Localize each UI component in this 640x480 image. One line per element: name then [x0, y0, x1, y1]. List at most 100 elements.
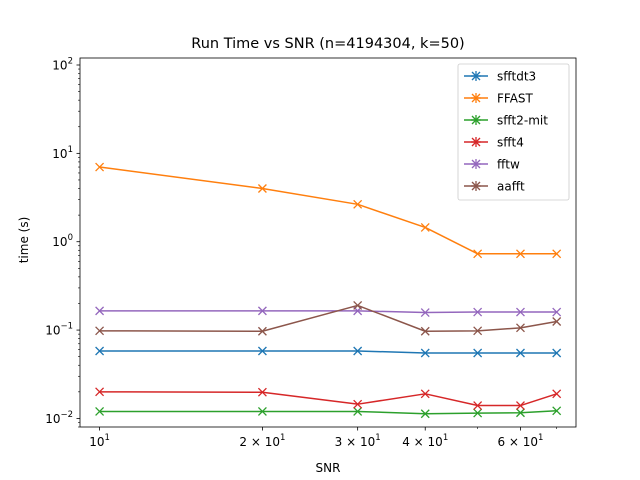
marker-stroke — [95, 326, 105, 336]
marker-stroke — [552, 317, 562, 326]
marker-stroke — [516, 401, 525, 410]
marker-stroke — [257, 326, 267, 336]
legend-label: sfftdt3 — [497, 70, 536, 84]
marker-stroke — [95, 162, 105, 172]
data-point — [473, 249, 483, 259]
marker-stroke — [420, 348, 430, 358]
data-point — [353, 346, 363, 356]
marker-stroke — [516, 307, 525, 317]
marker-stroke — [552, 249, 562, 259]
legend-entry: sfftdt3 — [464, 70, 536, 84]
legend-marker — [471, 115, 481, 125]
data-point — [257, 326, 267, 336]
x-tick-label: 3 × 101 — [335, 433, 381, 449]
legend-label: fftw — [497, 158, 520, 172]
data-point — [552, 389, 562, 399]
data-point — [473, 401, 483, 410]
data-point — [95, 387, 105, 397]
marker-stroke — [257, 387, 267, 397]
data-point — [257, 184, 267, 193]
marker-stroke — [95, 346, 105, 356]
legend-label: sfft4 — [497, 136, 524, 150]
data-point — [552, 317, 562, 326]
y-tick-label: 101 — [52, 145, 73, 161]
marker-stroke — [473, 348, 483, 358]
legend-entry: sfft2-mit — [464, 114, 548, 128]
legend-marker — [471, 93, 481, 103]
y-axis-label: time (s) — [17, 217, 31, 264]
y-tick-label: 10−2 — [45, 410, 73, 426]
series-sfft4 — [95, 387, 562, 410]
x-tick-label: 101 — [89, 433, 110, 449]
marker-stroke — [473, 401, 483, 410]
y-tick-label: 100 — [52, 233, 73, 249]
marker-stroke — [516, 408, 525, 418]
marker-stroke — [353, 406, 363, 416]
legend-marker — [471, 137, 481, 147]
data-point — [473, 408, 483, 418]
x-tick-label: 2 × 101 — [239, 433, 285, 449]
marker-stroke — [257, 406, 267, 416]
legend-entry: FFAST — [464, 92, 534, 106]
data-point — [257, 387, 267, 397]
marker-stroke — [552, 348, 562, 358]
marker-stroke — [516, 249, 525, 259]
data-point — [516, 249, 525, 259]
series-FFAST — [95, 162, 562, 259]
marker-stroke — [473, 408, 483, 418]
axes-frame — [79, 57, 577, 428]
marker-stroke — [473, 326, 483, 336]
legend-label: aafft — [497, 180, 525, 194]
marker-stroke — [420, 222, 430, 232]
x-tick-label: 6 × 101 — [497, 433, 543, 449]
data-point — [420, 308, 430, 317]
marker-stroke — [257, 346, 267, 356]
legend-entry: fftw — [464, 158, 520, 172]
data-point — [257, 346, 267, 356]
marker-stroke — [420, 308, 430, 317]
chart-title: Run Time vs SNR (n=4194304, k=50) — [191, 36, 464, 52]
data-point — [257, 406, 267, 416]
data-point — [257, 306, 267, 316]
legend-marker — [471, 181, 481, 191]
x-axis-label: SNR — [316, 461, 341, 475]
marker-stroke — [473, 307, 483, 317]
marker-stroke — [95, 306, 105, 316]
data-point — [552, 406, 562, 416]
data-point — [552, 249, 562, 259]
marker-stroke — [516, 323, 525, 333]
marker-stroke — [420, 326, 430, 336]
data-point — [95, 406, 105, 416]
plot-area: 10−2 10−1 100 101 102 101 2 × 101 3 × 101 4 × 10… — [45, 56, 577, 449]
y-tick-label: 10−1 — [45, 322, 73, 338]
data-point — [353, 300, 363, 310]
data-point — [353, 406, 363, 416]
data-point — [95, 346, 105, 356]
data-point — [516, 401, 525, 410]
data-point — [420, 326, 430, 336]
marker-stroke — [353, 399, 363, 409]
legend-marker — [471, 159, 481, 169]
series-sfftdt3 — [95, 346, 562, 358]
marker-stroke — [473, 249, 483, 259]
marker-stroke — [95, 387, 105, 397]
marker-stroke — [95, 406, 105, 416]
data-point — [516, 307, 525, 317]
data-point — [473, 307, 483, 317]
data-point — [420, 409, 430, 419]
legend-label: sfft2-mit — [497, 114, 548, 128]
marker-stroke — [353, 199, 363, 209]
data-point — [420, 389, 430, 399]
series-aafft — [95, 300, 562, 336]
data-point — [353, 399, 363, 409]
marker-stroke — [353, 300, 363, 310]
data-point — [552, 348, 562, 358]
y-tick-label: 102 — [52, 56, 73, 72]
legend: sfftdt3 FFAST sfft2-mit sfft4 fftw aafft — [457, 63, 570, 201]
series-sfft2-mit — [95, 406, 562, 419]
legend-entry: aafft — [464, 180, 525, 194]
data-point — [95, 306, 105, 316]
marker-stroke — [353, 346, 363, 356]
data-point — [552, 307, 562, 317]
data-point — [95, 162, 105, 172]
